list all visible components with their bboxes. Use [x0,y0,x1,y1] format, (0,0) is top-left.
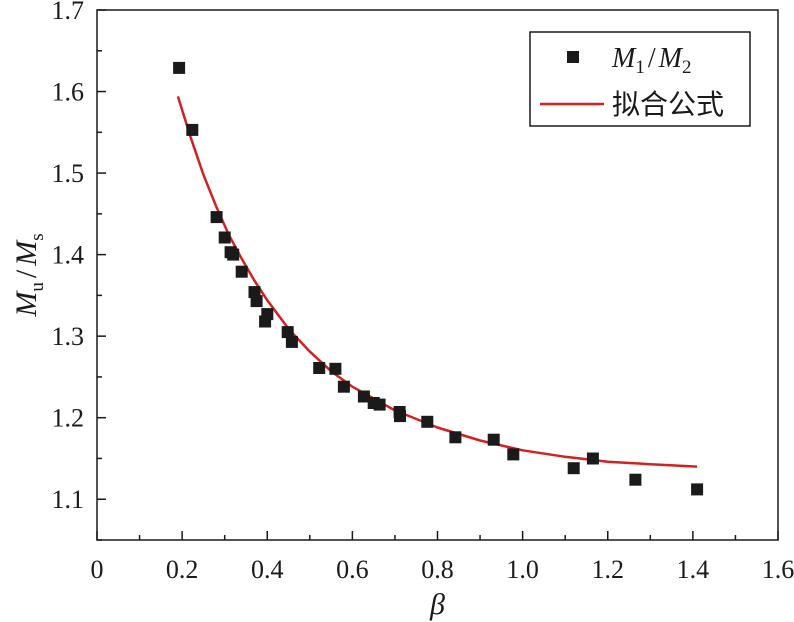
data-point [337,380,350,393]
data-point [261,308,274,321]
ticks-layer: 0 0.2 0.4 0.6 0.8 1.0 1.2 1.4 1.6 1.1 1.2 1.3 1.4 1.5… [52,0,794,584]
data-point [373,398,386,411]
legend-points-marker [567,51,579,63]
data-point [421,415,434,428]
data-point [449,431,462,444]
y-tick-label: 1.1 [52,485,85,514]
y-axis-label-slash: / [10,269,43,278]
legend-fit-label: 拟合公式 [612,89,724,121]
y-axis-label-sub2: s [27,233,48,240]
x-tick-label: 1.2 [592,555,625,584]
legend: M1/M2 拟合公式 [529,31,751,127]
data-point [567,462,580,475]
y-tick-label: 1.6 [52,78,85,107]
x-tick-label: 0.2 [166,555,199,584]
x-tick-label: 1.4 [677,555,710,584]
x-tick-label: 0.8 [421,555,454,584]
y-tick-label: 1.4 [52,241,85,270]
data-point [487,433,500,446]
y-tick-label: 1.3 [52,322,85,351]
fit-curve [176,96,698,468]
x-tick-label: 0 [91,555,104,584]
y-tick-label: 1.7 [52,0,85,25]
data-point [629,473,642,486]
data-point [285,335,298,348]
y-axis-label-main: M [10,290,43,318]
data-point [210,211,223,224]
data-points-layer [173,61,704,496]
data-point [235,265,248,278]
data-point [586,452,599,465]
data-point [281,326,294,339]
data-point [173,61,186,74]
data-point [394,410,406,423]
x-axis-label: β [429,588,445,621]
x-tick-label: 1.0 [506,555,539,584]
x-tick-label: 1.6 [762,555,794,584]
data-point [507,448,520,461]
data-point [313,362,326,374]
x-tick-label: 0.4 [251,555,284,584]
y-tick-label: 1.5 [52,159,85,188]
fit-curve-layer [176,96,698,468]
data-point [357,390,370,403]
y-tick-label: 1.2 [52,404,85,433]
data-point [329,362,342,375]
data-point [186,123,199,136]
plot-frame [96,9,779,541]
y-axis-label: Mu / Ms [10,233,48,317]
legend-points-label: M1/M2 [611,43,691,78]
y-axis-label-main2: M [10,239,43,267]
data-point [218,231,231,244]
data-point [250,295,263,308]
data-point [691,483,704,496]
x-tick-label: 0.6 [336,555,369,584]
y-axis-label-sub1: u [27,282,48,292]
legend-box [529,31,751,127]
data-point [227,248,240,261]
